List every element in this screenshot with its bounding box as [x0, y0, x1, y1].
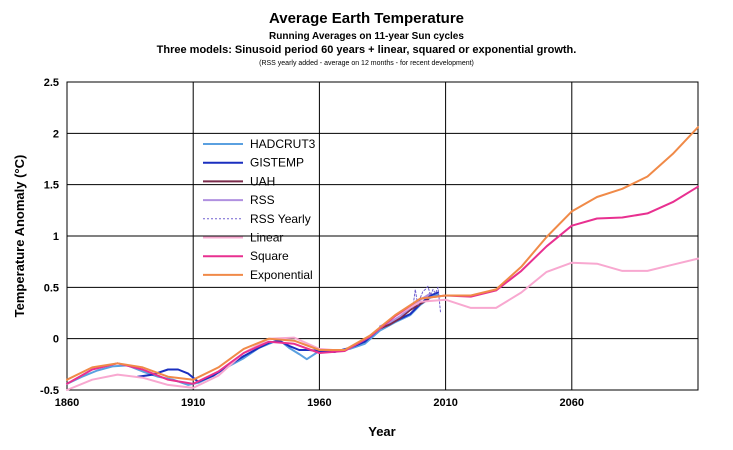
x-tick-label: 1960 [307, 397, 331, 409]
chart-subtitle-models: Three models: Sinusoid period 60 years +… [156, 44, 577, 56]
tick-labels: -0.5 0 0.5 1 1.5 2 2.5 1860 1910 1960 2010 2060 [40, 77, 584, 409]
legend-label: RSS [250, 193, 275, 207]
legend-label: RSS Yearly [250, 212, 311, 226]
chart-subtitle: Running Averages on 11-year Sun cycles [269, 31, 464, 42]
y-tick-label: -0.5 [40, 385, 59, 397]
y-tick-label: 2 [53, 128, 59, 140]
x-tick-label: 1910 [181, 397, 205, 409]
gridlines [67, 82, 698, 390]
legend-label: Square [250, 249, 289, 263]
legend-label: UAH [250, 174, 275, 188]
x-tick-label: 1860 [55, 397, 79, 409]
y-tick-label: 1 [53, 231, 59, 243]
y-tick-label: 2.5 [44, 77, 59, 89]
x-axis-label: Year [368, 424, 395, 439]
legend-label: HADCRUT3 [250, 137, 316, 151]
chart-title: Average Earth Temperature [268, 10, 465, 27]
series-line-uah [379, 298, 429, 330]
legend-label: GISTEMP [250, 156, 304, 170]
y-tick-label: 0.5 [44, 282, 59, 294]
chart-note: (RSS yearly added - average on 12 months… [259, 60, 474, 67]
series-line-exponential [66, 126, 699, 381]
legend-label: Exponential [250, 268, 313, 282]
y-axis-label: Temperature Anomaly (°C) [12, 155, 27, 318]
y-tick-label: 1.5 [44, 180, 59, 192]
y-tick-label: 0 [53, 334, 59, 346]
legend-label: Linear [250, 231, 283, 245]
series-group [66, 126, 699, 391]
x-tick-label: 2010 [433, 397, 457, 409]
x-tick-label: 2060 [560, 397, 584, 409]
legend: HADCRUT3 GISTEMP UAH RSS RSS Yearly Linear Squ… [203, 137, 316, 282]
